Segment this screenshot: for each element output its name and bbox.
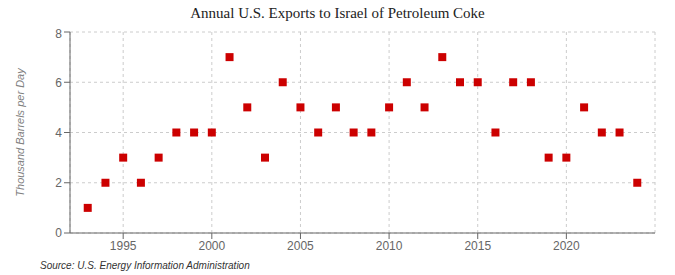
html-text:Annual U.S. Exports to Israel: Annual U.S. Exports to Israel of Petrole…	[190, 5, 485, 21]
svg-text:2015: 2015	[464, 239, 491, 253]
svg-text:6: 6	[55, 76, 62, 90]
svg-text:4: 4	[55, 126, 62, 140]
svg-text:0: 0	[55, 226, 62, 240]
svg-text:2005: 2005	[287, 239, 314, 253]
svg-text:2020: 2020	[553, 239, 580, 253]
svg-text:2: 2	[55, 176, 62, 190]
svg-text:1995: 1995	[110, 239, 137, 253]
svg-text:8: 8	[55, 27, 62, 41]
html-text:Source: U.S. Energy Informatio: Source: U.S. Energy Information Administ…	[40, 260, 250, 271]
svg-text:2010: 2010	[376, 239, 403, 253]
svg-text:Thousand Barrels per Day: Thousand Barrels per Day	[14, 67, 26, 197]
svg-text:2000: 2000	[198, 239, 225, 253]
